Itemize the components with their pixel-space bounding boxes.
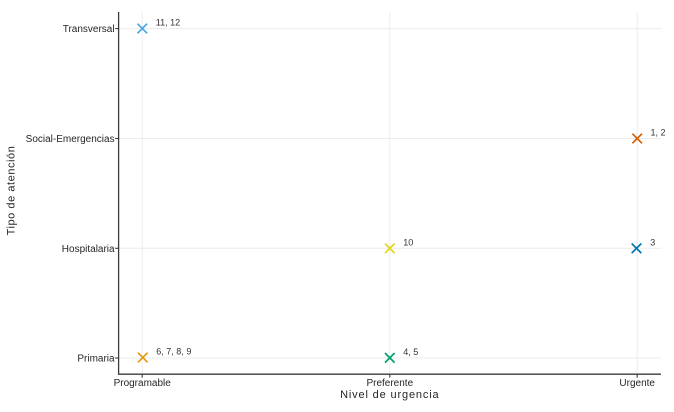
svg-text:1, 2: 1, 2 [651, 128, 666, 138]
svg-text:Tipo de atención: Tipo de atención [6, 146, 18, 236]
svg-text:Preferente: Preferente [366, 378, 413, 389]
svg-text:6, 7, 8, 9: 6, 7, 8, 9 [156, 347, 191, 357]
svg-text:Urgente: Urgente [619, 378, 655, 389]
svg-text:Transversal: Transversal [63, 24, 115, 35]
svg-text:11, 12: 11, 12 [156, 18, 180, 28]
svg-text:3: 3 [650, 238, 655, 248]
svg-text:4, 5: 4, 5 [403, 347, 418, 357]
svg-text:Hospitalaria: Hospitalaria [62, 244, 115, 255]
svg-text:Primaria: Primaria [77, 354, 115, 365]
svg-text:Nivel de urgencia: Nivel de urgencia [340, 389, 439, 401]
svg-text:10: 10 [403, 238, 413, 248]
svg-text:Programable: Programable [114, 378, 172, 389]
svg-text:Social-Emergencias: Social-Emergencias [26, 134, 115, 145]
